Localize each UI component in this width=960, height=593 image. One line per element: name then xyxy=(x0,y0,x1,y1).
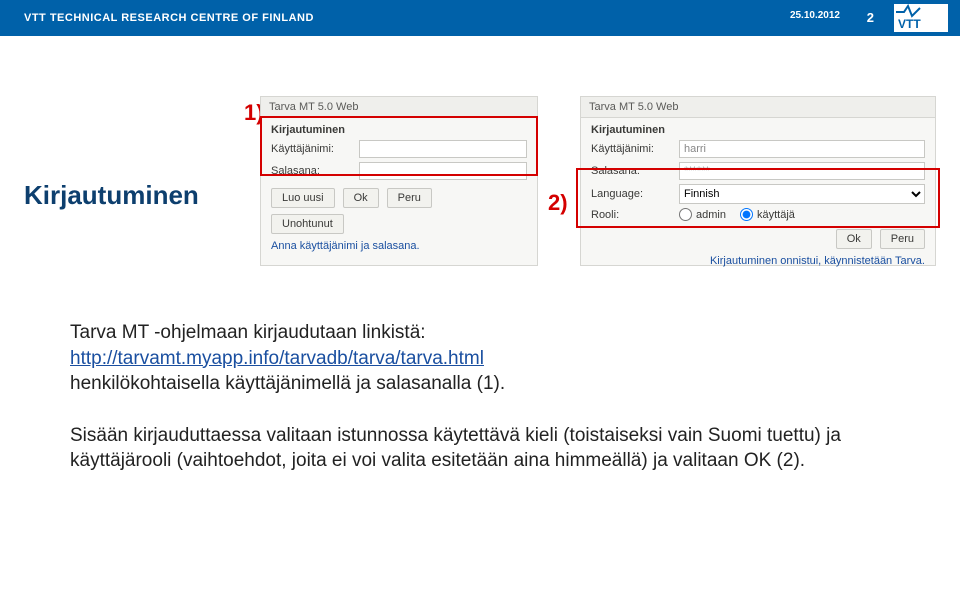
panel1-pass-input[interactable] xyxy=(359,162,527,180)
callout-2: 2) xyxy=(548,190,568,216)
slide-number: 2 xyxy=(867,10,874,25)
panel2-ok-button[interactable]: Ok xyxy=(836,229,872,249)
panel1-title: Tarva MT 5.0 Web xyxy=(261,97,537,118)
panel1-hint: Anna käyttäjänimi ja salasana. xyxy=(261,240,537,252)
panel2-role-label: Rooli: xyxy=(591,209,679,221)
panel2-role-user-radio[interactable] xyxy=(740,208,753,221)
page-title: Kirjautuminen xyxy=(24,180,199,211)
panel1-user-input[interactable] xyxy=(359,140,527,158)
body-line-2: henkilökohtaisella käyttäjänimellä ja sa… xyxy=(70,373,505,394)
panel1-pass-label: Salasana: xyxy=(271,165,359,177)
panel2-section: Kirjautuminen xyxy=(581,118,935,138)
panel2-title: Tarva MT 5.0 Web xyxy=(581,97,935,118)
svg-text:VTT: VTT xyxy=(898,17,921,31)
org-name: VTT TECHNICAL RESEARCH CENTRE OF FINLAND xyxy=(24,12,314,24)
panel2-cancel-button[interactable]: Peru xyxy=(880,229,925,249)
panel2-user-input[interactable] xyxy=(679,140,925,158)
body-line-3: Sisään kirjauduttaessa valitaan istunnos… xyxy=(70,425,841,472)
panel2-lang-select[interactable]: Finnish xyxy=(679,184,925,204)
panel1-user-label: Käyttäjänimi: xyxy=(271,143,359,155)
panel2-pass-input[interactable] xyxy=(679,162,925,180)
panel1-cancel-button[interactable]: Peru xyxy=(387,188,432,208)
panel1-new-button[interactable]: Luo uusi xyxy=(271,188,335,208)
login-panel-1: Tarva MT 5.0 Web Kirjautuminen Käyttäjän… xyxy=(260,96,538,266)
panel2-role-user-label: käyttäjä xyxy=(757,209,795,221)
panel2-hint: Kirjautuminen onnistui, käynnistetään Ta… xyxy=(581,255,935,267)
panel2-lang-label: Language: xyxy=(591,188,679,200)
panel2-pass-label: Salasana: xyxy=(591,165,679,177)
panel2-role-admin-label: admin xyxy=(696,209,726,221)
slide-date: 25.10.2012 xyxy=(790,10,840,21)
body-line-1: Tarva MT -ohjelmaan kirjaudutaan linkist… xyxy=(70,322,426,343)
body-text: Tarva MT -ohjelmaan kirjaudutaan linkist… xyxy=(70,320,890,474)
panel1-ok-button[interactable]: Ok xyxy=(343,188,379,208)
panel1-section: Kirjautuminen xyxy=(261,118,537,138)
vtt-logo: VTT xyxy=(894,4,948,32)
panel2-role-admin-radio[interactable] xyxy=(679,208,692,221)
panel2-user-label: Käyttäjänimi: xyxy=(591,143,679,155)
panel1-forgot-button[interactable]: Unohtunut xyxy=(271,214,344,234)
body-link[interactable]: http://tarvamt.myapp.info/tarvadb/tarva/… xyxy=(70,348,484,369)
login-panel-2: Tarva MT 5.0 Web Kirjautuminen Käyttäjän… xyxy=(580,96,936,266)
